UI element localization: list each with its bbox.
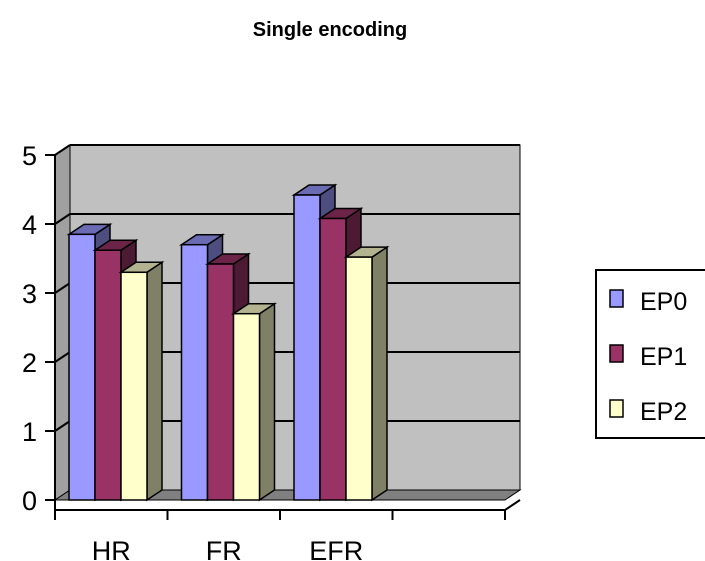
bar-front xyxy=(180,243,209,501)
bar-ep2-fr xyxy=(231,302,277,502)
legend-label-ep1: EP1 xyxy=(640,343,687,371)
legend-swatch-ep0 xyxy=(609,289,624,308)
x-tick-label: HR xyxy=(92,536,131,561)
gridline-side xyxy=(54,213,71,225)
gridline-side xyxy=(54,351,71,363)
legend-swatch-ep1 xyxy=(609,344,624,363)
bar-front xyxy=(345,256,373,501)
bar-side xyxy=(146,260,163,502)
side-wall xyxy=(54,144,71,501)
y-tick-label: 4 xyxy=(22,210,37,240)
bar-side xyxy=(371,245,388,502)
y-tick-label: 2 xyxy=(22,348,37,378)
bar-front xyxy=(68,233,96,501)
bar-ep2-efr xyxy=(343,245,390,502)
y-tick-label: 0 xyxy=(22,486,37,516)
bars xyxy=(66,183,390,502)
gridline-side xyxy=(54,420,71,432)
bar-front xyxy=(94,249,122,501)
bar-front xyxy=(293,194,321,501)
gridline-side xyxy=(54,282,71,294)
bar-front xyxy=(206,263,235,501)
gridline-side xyxy=(54,144,71,156)
axes xyxy=(45,154,521,520)
x-tick-label: FR xyxy=(206,536,242,561)
bar-front xyxy=(319,217,347,501)
y-tick-label: 3 xyxy=(22,279,37,309)
bar-front xyxy=(120,271,148,501)
y-tick-label: 5 xyxy=(22,141,37,171)
legend-label-ep0: EP0 xyxy=(640,288,687,316)
axis-labels: 0 1 2 3 4 5 HR FR EFR xyxy=(22,141,363,561)
legend: EP0 EP1 EP2 xyxy=(595,269,705,439)
bar-ep2-hr xyxy=(118,260,165,502)
x-axis-depth xyxy=(504,499,521,511)
bar-front xyxy=(232,312,261,501)
x-tick-label: EFR xyxy=(309,536,363,561)
legend-swatch-ep2 xyxy=(609,399,624,418)
bar-side xyxy=(258,302,276,502)
y-tick-label: 1 xyxy=(22,417,37,447)
chart-title: Single encoding xyxy=(253,19,407,41)
legend-label-ep2: EP2 xyxy=(640,398,687,426)
